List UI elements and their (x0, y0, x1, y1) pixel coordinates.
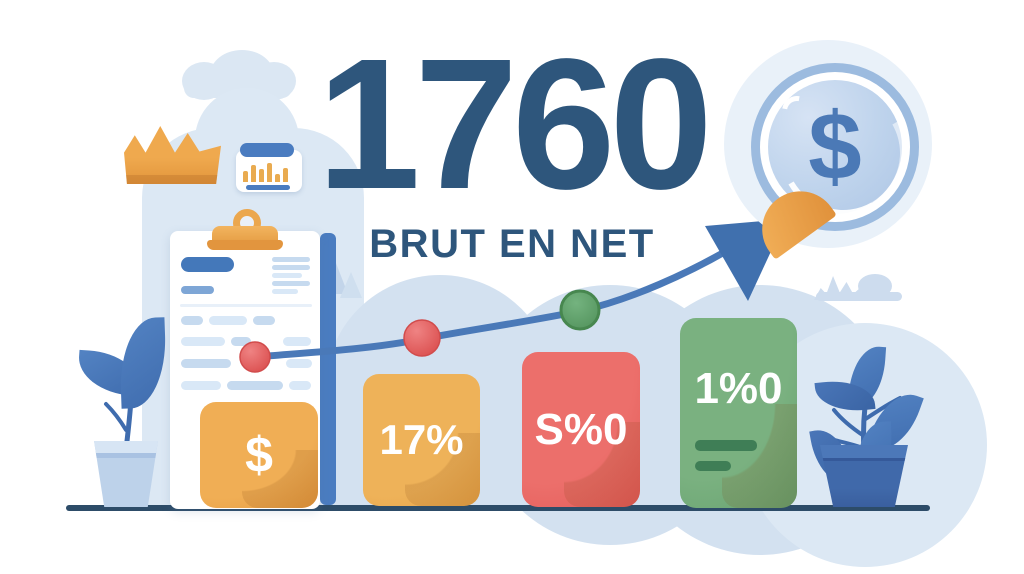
paper-line (180, 304, 312, 307)
mini-chart-badge-header (240, 143, 294, 157)
pot-rim (94, 441, 158, 453)
paper-line (289, 381, 311, 390)
paper-line (283, 337, 311, 346)
mini-bar (259, 169, 264, 182)
mini-bar (275, 174, 280, 182)
paper-line (272, 273, 302, 278)
coin-dollar-sign: $ (768, 80, 902, 214)
paper-line (181, 286, 214, 294)
paper-line (286, 359, 312, 368)
mini-bar (283, 168, 288, 182)
mini-bar (267, 163, 272, 182)
bar-label: 1%0 (694, 364, 783, 413)
mini-chart-badge-footer (246, 185, 290, 190)
bar-detail-line (695, 461, 731, 471)
mini-bar (243, 171, 248, 182)
paper-line (227, 381, 283, 390)
bar-dollar-card: $ (200, 402, 318, 508)
paper-line (272, 265, 310, 270)
paper-line (181, 316, 203, 325)
dollar-icon: $ (808, 93, 862, 200)
page-title: 1760 (317, 21, 713, 228)
ground-line (66, 505, 930, 511)
paper-line (272, 281, 310, 286)
paper-line (181, 257, 234, 272)
bar-17-percent: 17% (363, 374, 480, 506)
dollar-icon: $ (245, 427, 273, 483)
paper-line (181, 359, 231, 368)
pot-rim (820, 458, 908, 461)
paper-line (272, 289, 298, 294)
paper-line (253, 316, 275, 325)
cloud-icon (816, 292, 902, 301)
bar-label: 17% (379, 416, 464, 463)
pot-water-line (94, 453, 158, 458)
mini-bar (251, 165, 256, 182)
bar-s-percent-0: S%0 (522, 352, 640, 507)
bar-label: S%0 (534, 404, 628, 454)
paper-line (181, 337, 225, 346)
plant-pot (820, 445, 908, 507)
paper-line (272, 257, 310, 262)
clipboard-edge (320, 233, 336, 505)
paper-line (231, 337, 251, 346)
paper-line (181, 381, 221, 390)
paper-line (209, 316, 247, 325)
clipboard-clip (212, 226, 278, 244)
bar-detail-line (695, 440, 757, 451)
plant-pot (94, 441, 158, 507)
bar-1-percent-0: 1%0 (680, 318, 797, 508)
mini-bar-chart-icon (243, 158, 295, 182)
clipboard-clip (207, 240, 283, 250)
